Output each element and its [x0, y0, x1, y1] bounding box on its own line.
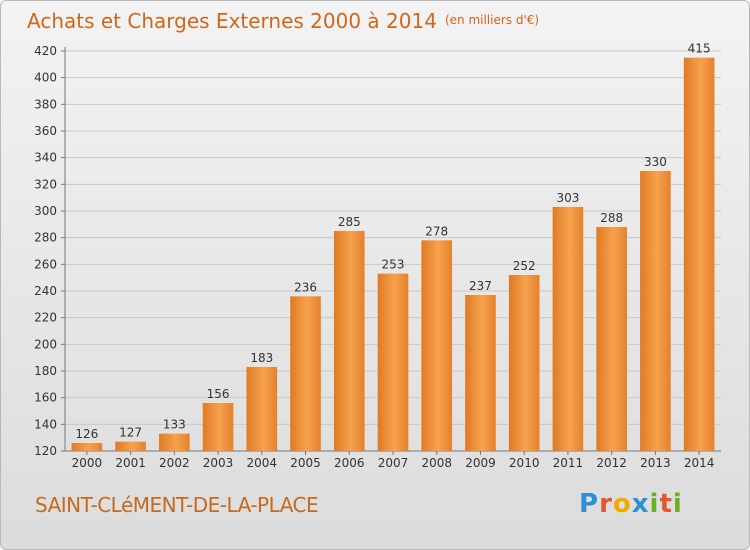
logo-letter: i — [649, 489, 660, 519]
x-tick-label: 2000 — [72, 456, 103, 470]
x-tick-label: 2004 — [247, 456, 278, 470]
bar — [596, 227, 627, 451]
bar — [508, 275, 540, 451]
commune-name: SAINT-CLéMENT-DE-LA-PLACE — [35, 493, 319, 517]
bars — [71, 57, 715, 452]
bar — [115, 441, 146, 451]
bar-value-label: 285 — [338, 215, 361, 229]
bar-value-label: 278 — [425, 224, 448, 238]
y-tick-label: 280 — [34, 231, 57, 245]
bar-value-label: 237 — [469, 279, 492, 293]
chart-title: Achats et Charges Externes 2000 à 2014 (e… — [27, 9, 539, 33]
x-tick-label: 2002 — [159, 456, 190, 470]
bar — [465, 295, 496, 451]
bar — [246, 367, 278, 451]
bar-value-label: 236 — [294, 280, 317, 294]
bar — [683, 57, 715, 452]
chart-title-text: Achats et Charges Externes 2000 à 2014 — [27, 9, 437, 33]
bar — [552, 207, 584, 451]
y-tick-label: 240 — [34, 284, 57, 298]
y-tick-label: 320 — [34, 177, 57, 191]
bar-value-label: 303 — [556, 191, 579, 205]
bar — [71, 443, 103, 451]
logo-letter: r — [599, 489, 613, 519]
logo-letter: P — [579, 489, 600, 519]
y-tick-label: 200 — [34, 337, 57, 351]
x-tick-label: 2009 — [465, 456, 496, 470]
logo-letter: o — [612, 489, 632, 519]
bar — [640, 171, 671, 451]
y-tick-label: 120 — [34, 444, 57, 458]
logo-letter: x — [631, 489, 650, 519]
y-tick-label: 180 — [34, 364, 57, 378]
y-tick-label: 360 — [34, 124, 57, 138]
x-tick-label: 2003 — [203, 456, 234, 470]
y-tick-label: 220 — [34, 311, 57, 325]
x-tick-label: 2012 — [596, 456, 627, 470]
bar-value-label: 415 — [688, 42, 711, 56]
bar-value-label: 127 — [119, 426, 142, 440]
y-tick-label: 160 — [34, 391, 57, 405]
y-tick-label: 140 — [34, 417, 57, 431]
bar-value-label: 133 — [163, 418, 186, 432]
bar-value-label: 156 — [207, 387, 230, 401]
bar — [333, 231, 365, 451]
logo-letter: i — [672, 489, 683, 519]
logo-letter: t — [659, 489, 673, 519]
y-tick-label: 400 — [34, 71, 57, 85]
x-tick-label: 2011 — [553, 456, 584, 470]
bar — [290, 296, 321, 451]
y-tick-label: 380 — [34, 97, 57, 111]
bar — [377, 273, 409, 451]
axes: 120 140 160 180 200 220 240 260 280 300 320 340 360 3… — [34, 44, 721, 470]
bar — [421, 240, 453, 451]
x-tick-label: 2013 — [640, 456, 671, 470]
y-tick-label: 340 — [34, 151, 57, 165]
bar-value-label: 126 — [75, 427, 98, 441]
bar-value-label: 253 — [382, 258, 405, 272]
bar — [202, 403, 234, 451]
x-tick-label: 2001 — [115, 456, 146, 470]
chart-unit: (en milliers d'€) — [444, 13, 540, 27]
bar — [159, 433, 190, 451]
x-tick-label: 2005 — [290, 456, 321, 470]
x-tick-label: 2007 — [378, 456, 409, 470]
x-tick-label: 2010 — [509, 456, 540, 470]
bar-value-label: 252 — [513, 259, 536, 273]
x-tick-label: 2014 — [684, 456, 715, 470]
labels: 126 127 133 156 183 236 285 253 278 237 252 303 288 3… — [75, 42, 710, 441]
y-tick-label: 420 — [34, 44, 57, 58]
bar-value-label: 288 — [600, 211, 623, 225]
y-tick-label: 260 — [34, 257, 57, 271]
proxiti-logo: Proxiti — [579, 489, 683, 519]
bar-value-label: 183 — [250, 351, 273, 365]
x-tick-label: 2006 — [334, 456, 365, 470]
bar-value-label: 330 — [644, 155, 667, 169]
x-tick-label: 2008 — [421, 456, 452, 470]
y-tick-label: 300 — [34, 204, 57, 218]
